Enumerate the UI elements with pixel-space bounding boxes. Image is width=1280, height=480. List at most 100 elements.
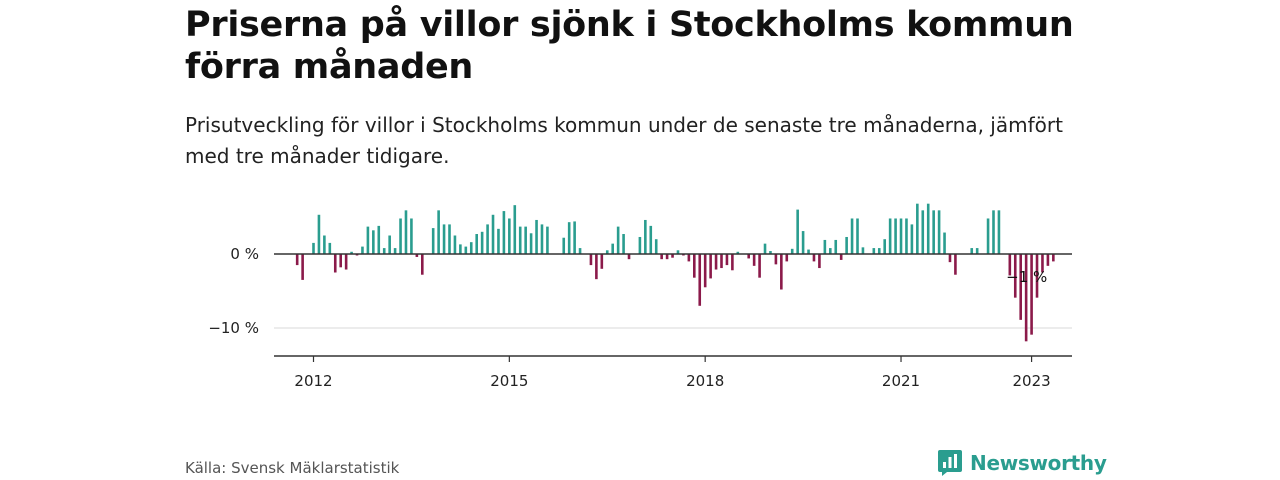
bar bbox=[1024, 254, 1028, 342]
bar bbox=[1008, 254, 1012, 276]
data-label: −1 % bbox=[1006, 268, 1047, 286]
bar bbox=[333, 254, 337, 273]
bar bbox=[573, 221, 576, 254]
bar bbox=[644, 219, 647, 254]
bar bbox=[323, 235, 326, 254]
bar bbox=[839, 254, 843, 260]
bar bbox=[431, 228, 435, 254]
bar bbox=[437, 210, 440, 254]
x-tick-label: 2015 bbox=[490, 372, 528, 390]
bar bbox=[785, 254, 789, 262]
bar bbox=[442, 224, 446, 254]
bar bbox=[421, 254, 424, 275]
bar bbox=[671, 254, 674, 258]
bar bbox=[921, 210, 925, 254]
bar bbox=[546, 226, 549, 254]
bar bbox=[622, 234, 625, 254]
bar bbox=[698, 254, 702, 306]
x-tick-label: 2018 bbox=[686, 372, 724, 390]
bar bbox=[388, 235, 391, 254]
bar bbox=[377, 225, 381, 254]
bar bbox=[763, 243, 767, 254]
y-tick-label: −10 % bbox=[208, 319, 259, 337]
bar bbox=[769, 251, 772, 254]
bar bbox=[829, 248, 832, 254]
axes bbox=[274, 253, 1072, 362]
bar bbox=[720, 254, 723, 269]
bar bbox=[399, 218, 402, 254]
bar bbox=[801, 231, 805, 254]
bar bbox=[540, 224, 544, 254]
bar bbox=[888, 218, 892, 254]
bar bbox=[366, 226, 370, 254]
brand-logo[interactable]: Newsworthy bbox=[937, 449, 1107, 477]
bar bbox=[393, 248, 397, 254]
bar bbox=[943, 232, 946, 254]
bar bbox=[1013, 254, 1017, 298]
bar bbox=[1035, 254, 1039, 298]
bar bbox=[997, 210, 1001, 254]
bar bbox=[616, 226, 620, 254]
bar bbox=[480, 231, 484, 254]
bar bbox=[693, 254, 696, 278]
bar bbox=[529, 233, 533, 254]
bar bbox=[475, 234, 478, 254]
bar bbox=[469, 242, 473, 254]
bar bbox=[894, 218, 897, 254]
bar bbox=[605, 250, 609, 254]
bar bbox=[1046, 254, 1050, 266]
bar bbox=[665, 254, 669, 260]
bar bbox=[676, 250, 680, 254]
bar bbox=[709, 254, 712, 279]
bar bbox=[491, 214, 495, 254]
bar bbox=[796, 209, 799, 254]
bar bbox=[992, 210, 995, 254]
chart-title: Priserna på villor sjönk i Stockholms ko… bbox=[185, 5, 1074, 87]
bar bbox=[845, 236, 848, 254]
chart-subtitle: Prisutveckling för villor i Stockholms k… bbox=[185, 113, 1063, 168]
bar bbox=[807, 249, 810, 254]
bar bbox=[872, 248, 876, 254]
bar bbox=[589, 254, 593, 266]
bar bbox=[818, 254, 821, 269]
bar bbox=[339, 254, 342, 268]
y-tick-label: 0 % bbox=[230, 245, 259, 263]
bar bbox=[497, 228, 500, 254]
bar bbox=[600, 254, 604, 269]
bar bbox=[295, 254, 299, 266]
x-tick-label: 2012 bbox=[294, 372, 332, 390]
bar bbox=[513, 205, 517, 254]
bar bbox=[464, 246, 468, 254]
newsworthy-logo-icon bbox=[938, 450, 962, 476]
bar bbox=[404, 210, 408, 254]
bar bbox=[654, 239, 658, 254]
bar bbox=[1041, 254, 1044, 273]
bar bbox=[660, 254, 663, 260]
bar bbox=[1030, 254, 1033, 335]
bar bbox=[518, 226, 522, 254]
bar bbox=[649, 225, 653, 254]
bar bbox=[459, 244, 462, 254]
bar bbox=[415, 254, 419, 257]
bar bbox=[774, 254, 778, 265]
bar bbox=[524, 226, 527, 254]
bar bbox=[595, 254, 598, 280]
bar bbox=[344, 254, 348, 270]
bar bbox=[780, 254, 783, 290]
bar bbox=[790, 248, 794, 254]
source-note: Källa: Svensk Mäklarstatistik bbox=[185, 459, 400, 477]
bar bbox=[453, 235, 457, 254]
bar bbox=[725, 254, 729, 266]
bar bbox=[899, 218, 903, 254]
bar bbox=[317, 214, 321, 254]
bar bbox=[350, 251, 353, 254]
bar bbox=[410, 218, 413, 254]
bar bbox=[970, 248, 974, 254]
bar bbox=[986, 218, 990, 254]
brand-name: Newsworthy bbox=[970, 451, 1107, 475]
bar bbox=[834, 239, 838, 254]
bar bbox=[850, 218, 854, 254]
bar bbox=[578, 248, 582, 254]
x-tick-label: 2021 bbox=[882, 372, 920, 390]
bar bbox=[1019, 254, 1022, 320]
